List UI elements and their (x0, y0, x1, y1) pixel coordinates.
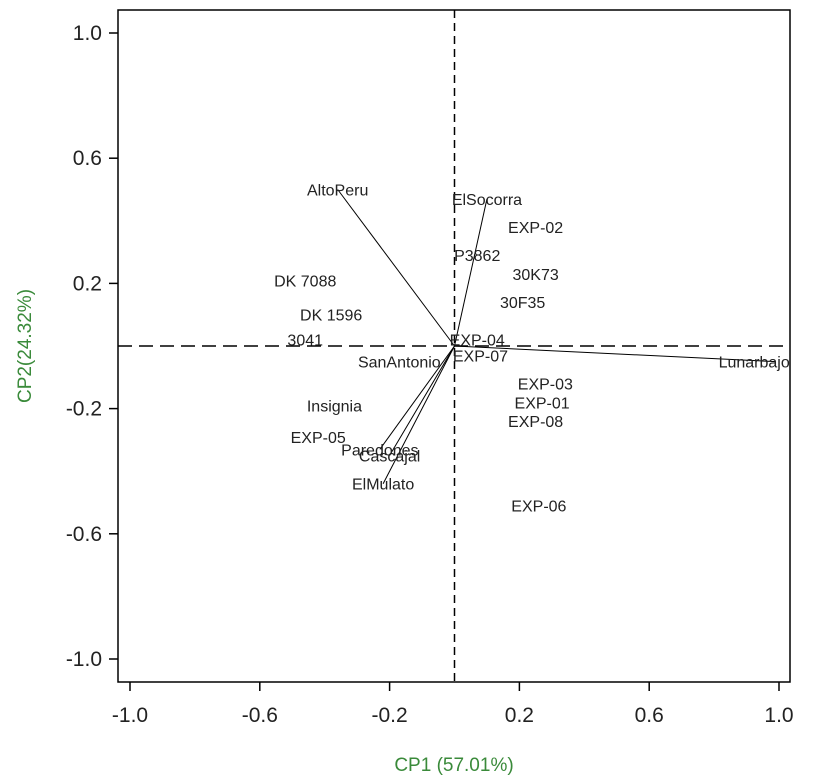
point-labels: DK 7088 DK 1596 3041 30K73 30F35 P3862 EXP-02 E… (274, 183, 790, 516)
x-tick-label: -0.2 (372, 704, 408, 727)
genotype-label: EXP-04 (450, 333, 505, 350)
x-axis-ticks: -1.0 -0.6 -0.2 0.2 0.6 1.0 (112, 682, 794, 727)
environment-label: Lunarbajo (719, 355, 790, 372)
environment-label: AltoPeru (307, 183, 368, 200)
genotype-label: 3041 (287, 333, 323, 350)
genotype-label: EXP-06 (511, 499, 566, 516)
environment-vector (382, 345, 455, 484)
x-tick-label: -1.0 (112, 704, 148, 727)
genotype-label: Insignia (307, 398, 362, 415)
y-tick-label: 1.0 (73, 22, 102, 45)
genotype-label: EXP-05 (291, 430, 346, 447)
y-tick-label: 0.6 (73, 147, 102, 170)
genotype-label: 30F35 (500, 295, 545, 312)
genotype-label: 30K73 (512, 267, 558, 284)
y-axis-title: CP2(24.32%) (15, 289, 36, 403)
genotype-label: SanAntonio (358, 355, 441, 372)
environment-vector (454, 345, 776, 363)
environment-label: ElMulato (352, 477, 414, 494)
genotype-label: DK 1596 (300, 308, 362, 325)
genotype-label: EXP-01 (515, 395, 570, 412)
environment-vector (337, 189, 455, 347)
genotype-label: EXP-07 (453, 348, 508, 365)
genotype-label: EXP-03 (518, 377, 573, 394)
x-tick-label: 0.6 (635, 704, 664, 727)
y-tick-label: -0.6 (66, 523, 102, 546)
y-axis-ticks: 1.0 0.6 0.2 -0.2 -0.6 -1.0 (66, 22, 118, 671)
environment-vector (454, 198, 488, 347)
x-axis-title: CP1 (57.01%) (394, 755, 513, 776)
genotype-label: EXP-02 (508, 220, 563, 237)
x-tick-label: -0.6 (242, 704, 278, 727)
x-tick-label: 0.2 (505, 704, 534, 727)
y-tick-label: -1.0 (66, 648, 102, 671)
environment-vector (389, 345, 455, 456)
environment-label: Paredones (341, 442, 418, 459)
y-tick-label: 0.2 (73, 272, 102, 295)
genotype-label: EXP-08 (508, 414, 563, 431)
y-tick-label: -0.2 (66, 398, 102, 421)
genotype-label: P3862 (454, 248, 500, 265)
environment-label: Cascajal (359, 449, 420, 466)
environment-vectors (337, 189, 776, 484)
environment-vector (379, 345, 455, 450)
x-tick-label: 1.0 (764, 704, 793, 727)
environment-label: ElSocorra (452, 192, 522, 209)
genotype-label: DK 7088 (274, 273, 336, 290)
